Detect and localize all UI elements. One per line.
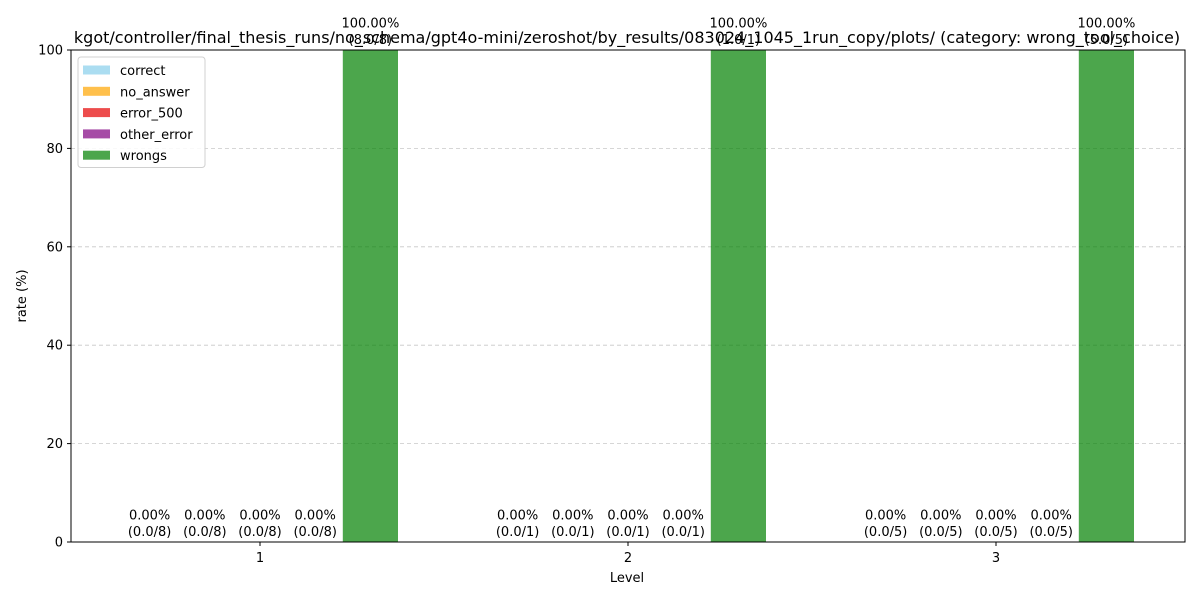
data-label: 100.00% (8.0/8) xyxy=(341,17,399,49)
bar-labels: 0.00% (0.0/8) 0.00% (0.0/8) 0.00% (0.0/8) 0.00… xyxy=(128,17,1135,541)
legend-box xyxy=(77,56,206,168)
legend-label: correct xyxy=(120,64,166,79)
y-tick-label: 100 xyxy=(38,44,63,59)
data-label: 0.00% (0.0/8) xyxy=(238,509,281,541)
data-label: 0.00% (0.0/8) xyxy=(293,509,336,541)
legend-swatch-no_answer xyxy=(83,86,110,96)
x-axis: 1 2 3 xyxy=(256,542,1000,566)
y-axis-label: rate (%) xyxy=(15,269,30,322)
legend-swatch-error_500 xyxy=(83,108,110,118)
data-label: 0.00% (0.0/5) xyxy=(864,509,907,541)
data-label: 100.00% (1.0/1) xyxy=(709,17,767,49)
legend: correct no_answer error_500 other_errorwron… xyxy=(77,56,206,168)
x-tick-label: 3 xyxy=(992,551,1000,566)
bars xyxy=(342,50,1134,542)
legend-swatch-wrongs xyxy=(83,150,110,160)
y-tick-label: 40 xyxy=(46,339,63,354)
y-tick-label: 0 xyxy=(55,536,63,551)
bar-wrongs xyxy=(710,50,766,542)
data-label: 0.00% (0.0/5) xyxy=(919,509,962,541)
chart-title: kgot/controller/final_thesis_runs/no_sch… xyxy=(74,28,1180,48)
legend-swatch-other_error xyxy=(83,129,110,139)
legend-label: error_500 xyxy=(120,107,183,122)
x-tick-label: 2 xyxy=(624,551,632,566)
y-tick-label: 80 xyxy=(46,142,63,157)
data-label: 0.00% (0.0/1) xyxy=(606,509,649,541)
data-label: 0.00% (0.0/1) xyxy=(661,509,704,541)
legend-label: no_answer xyxy=(120,85,190,100)
bar-wrongs xyxy=(1078,50,1134,542)
grid xyxy=(71,147,1185,445)
data-label: 0.00% (0.0/8) xyxy=(128,509,171,541)
legend-label: wrongs xyxy=(120,149,167,164)
data-label: 0.00% (0.0/1) xyxy=(496,509,539,541)
y-tick-label: 60 xyxy=(46,240,63,255)
legend-label: other_error xyxy=(120,128,193,143)
legend-swatch-correct xyxy=(83,65,110,75)
data-label: 0.00% (0.0/5) xyxy=(974,509,1017,541)
x-axis-label: Level xyxy=(610,571,644,586)
bar-wrongs xyxy=(342,50,398,542)
data-label: 0.00% (0.0/5) xyxy=(1029,509,1072,541)
data-label: 0.00% (0.0/1) xyxy=(551,509,594,541)
x-tick-label: 1 xyxy=(256,551,264,566)
y-axis: 0 20 40 60 80 100 xyxy=(38,44,71,551)
data-label: 0.00% (0.0/8) xyxy=(183,509,226,541)
data-label: 100.00% (5.0/5) xyxy=(1077,17,1135,49)
y-tick-label: 20 xyxy=(46,437,63,452)
